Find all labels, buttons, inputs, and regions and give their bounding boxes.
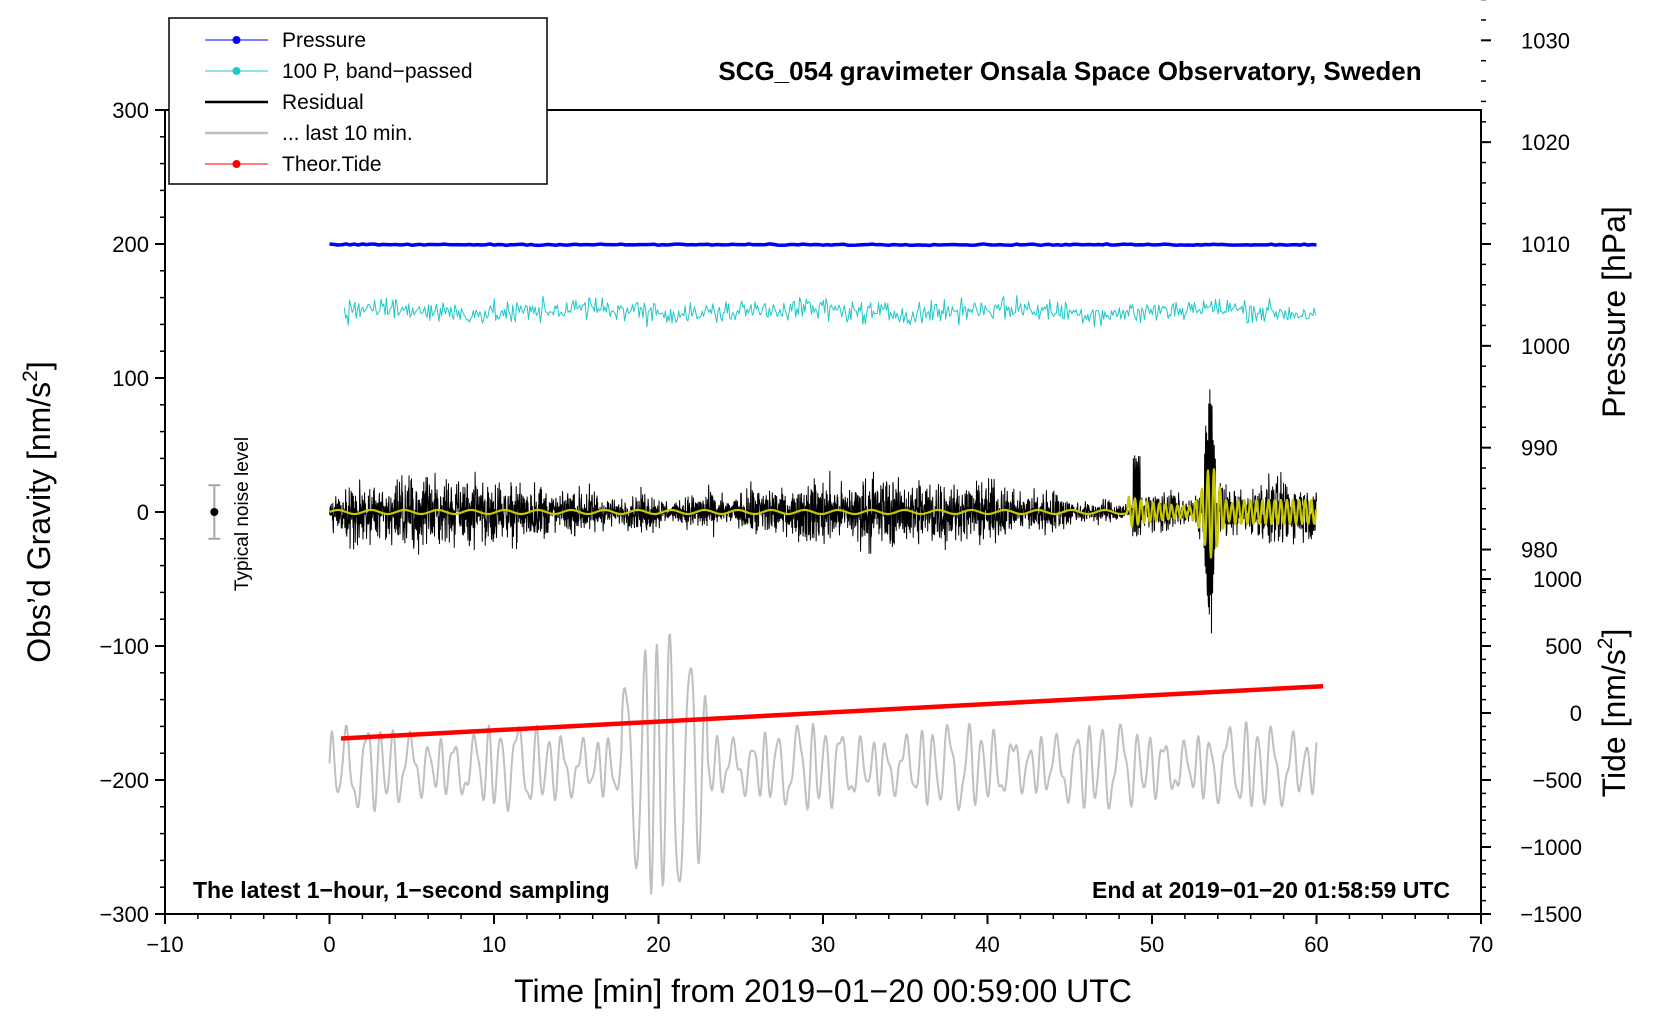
pressure-tick-label: 1000 [1521,334,1570,359]
y-axis-label-tide-end: ] [1596,629,1632,638]
annotation-end-time: End at 2019−01−20 01:58:59 UTC [1092,877,1450,903]
legend: Pressure 100 P, band−passed Residual ... la… [168,17,548,185]
legend-label: Residual [282,91,364,114]
pressure-tick-label: 980 [1521,538,1558,563]
pressure-tick-label: 1030 [1521,28,1570,53]
y-tick-label-left: 200 [112,232,149,257]
tick-labels: −10 0 10 20 30 40 50 60 703002001000−100−200−300… [99,28,1582,957]
y-axis-label-left: Obs’d Gravity [nm/s2] [19,361,57,663]
y-axis-label-left-end: ] [21,361,57,370]
tide-tick-label: −1500 [1520,902,1582,927]
tide-tick-label: −500 [1532,768,1582,793]
data-layer [328,242,1324,895]
legend-label: 100 P, band−passed [282,60,473,83]
x-tick-label: 40 [975,932,999,957]
y-axis-label-tide: Tide [nm/s2] [1594,629,1632,798]
tide-tick-label: 0 [1570,701,1582,726]
pressure-tick-label: 1010 [1521,232,1570,257]
series-pressure [329,242,1317,248]
y-axis-label-tide-main: Tide [nm/s [1596,649,1632,797]
pressure-tick-label: 1020 [1521,130,1570,155]
x-tick-label: 10 [482,932,506,957]
y-tick-label-left: 0 [137,500,149,525]
series-theor-tide [340,683,1324,741]
y-tick-label-left: −100 [99,634,149,659]
y-axis-label-tide-sup: 2 [1594,638,1617,650]
annotation-sampling: The latest 1−hour, 1−second sampling [193,877,610,903]
noise-indicator: Typical noise level [208,437,253,591]
x-tick-label: 50 [1140,932,1164,957]
legend-items: Pressure 100 P, band−passed Residual ... la… [205,29,473,176]
y-tick-label-left: 300 [112,98,149,123]
y-tick-label-left: −300 [99,902,149,927]
pressure-tick-label: 990 [1521,436,1558,461]
series-residual-smoothed [328,468,1318,559]
y-axis-label-pressure: Pressure [hPa] [1596,206,1632,418]
legend-marker [232,160,241,168]
series-last-10-min [328,633,1318,895]
legend-marker [232,67,241,75]
x-tick-label: 60 [1304,932,1328,957]
legend-label: Pressure [282,29,366,52]
x-tick-label: 70 [1469,932,1493,957]
chart-title: SCG_054 gravimeter Onsala Space Observat… [718,56,1421,86]
tide-tick-label: −1000 [1520,835,1582,860]
y-tick-label-left: −200 [99,768,149,793]
noise-bar-dot [210,508,219,516]
legend-label: Theor.Tide [282,153,382,176]
y-tick-label-left: 100 [112,366,149,391]
x-tick-label: 20 [646,932,670,957]
tide-tick-label: 1000 [1533,567,1582,592]
legend-label: ... last 10 min. [282,122,413,145]
x-tick-label: 30 [811,932,835,957]
ticks-layer [155,0,1491,924]
noise-label: Typical noise level [232,437,253,591]
y-axis-label-left-main: Obs’d Gravity [nm/s [21,382,57,663]
series-band-passed [343,295,1317,328]
x-axis-label: Time [min] from 2019−01−20 00:59:00 UTC [514,973,1132,1009]
x-tick-label: −10 [146,932,183,957]
x-tick-label: 0 [323,932,335,957]
legend-marker [232,36,241,44]
y-axis-label-left-sup: 2 [19,370,42,382]
tide-tick-label: 500 [1545,634,1582,659]
